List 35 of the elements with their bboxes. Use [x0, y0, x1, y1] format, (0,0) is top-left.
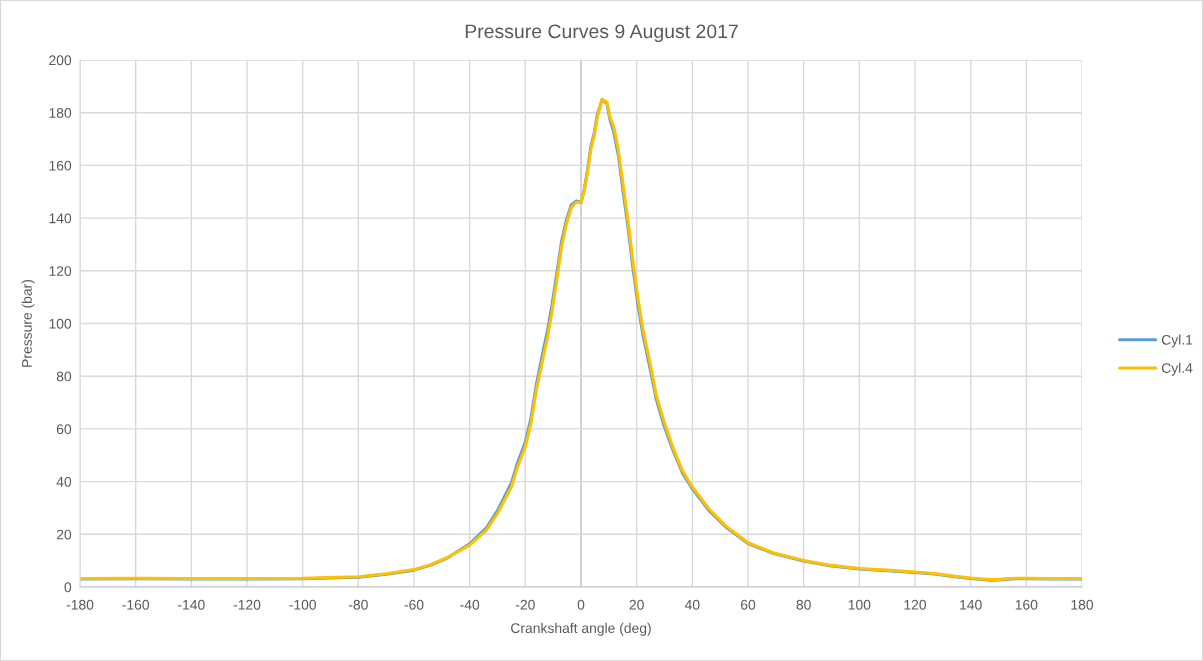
- legend-label: Cyl.4: [1161, 362, 1193, 376]
- y-tick-label: 120: [49, 266, 72, 276]
- x-tick-label: -160: [122, 599, 150, 610]
- x-tick-label: 80: [796, 599, 811, 610]
- y-axis-title: Pressure (bar): [21, 279, 35, 367]
- x-tick-label: 140: [960, 599, 982, 610]
- x-tick-label: -40: [460, 599, 480, 610]
- chart-title: Pressure Curves 9 August 2017: [465, 24, 738, 43]
- x-tick-label: 100: [848, 599, 871, 610]
- y-tick-label: 140: [49, 213, 72, 224]
- x-tick-label: 160: [1015, 599, 1038, 610]
- x-tick-label: -60: [404, 599, 424, 610]
- x-tick-label: -180: [66, 599, 94, 610]
- x-tick-label: -140: [178, 599, 205, 610]
- y-tick-label: 40: [56, 476, 72, 487]
- x-tick-label: 120: [904, 599, 927, 610]
- x-tick-label: 180: [1071, 599, 1094, 610]
- legend-label: Cyl.1: [1161, 334, 1193, 348]
- y-tick-label: 60: [56, 424, 72, 435]
- x-tick-label: 60: [740, 599, 756, 610]
- x-tick-label: 20: [629, 599, 644, 610]
- y-tick-label: 180: [49, 108, 72, 118]
- x-tick-label: -80: [348, 599, 368, 610]
- y-tick-label: 20: [56, 529, 72, 540]
- y-tick-label: 200: [49, 55, 72, 66]
- x-tick-label: -100: [289, 599, 317, 610]
- x-tick-label: 40: [684, 599, 700, 610]
- x-axis-title: Crankshaft angle (deg): [511, 622, 651, 636]
- y-tick-label: 100: [49, 318, 72, 329]
- y-tick-label: 160: [49, 160, 72, 171]
- y-tick-label: 80: [56, 371, 72, 382]
- x-tick-label: 0: [577, 599, 585, 610]
- x-tick-label: -20: [515, 599, 535, 610]
- x-tick-label: -120: [233, 599, 261, 610]
- y-tick-label: 0: [64, 582, 72, 593]
